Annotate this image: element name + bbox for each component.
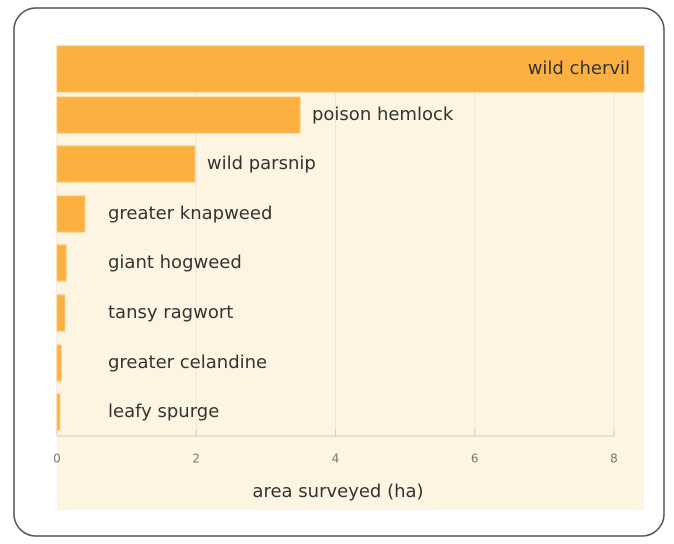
bar xyxy=(56,145,196,183)
bar-label: poison hemlock xyxy=(312,104,454,125)
bar xyxy=(56,294,66,332)
bar xyxy=(56,344,62,382)
bar-label: greater knapweed xyxy=(108,203,272,224)
bar-label: giant hogweed xyxy=(108,252,242,273)
x-tick-label: 8 xyxy=(610,452,618,466)
bar-label: wild parsnip xyxy=(207,153,316,174)
x-tick-label: 2 xyxy=(192,452,200,466)
bar-label: leafy spurge xyxy=(108,401,219,422)
x-tick-label: 4 xyxy=(332,452,340,466)
bar xyxy=(56,195,86,233)
bar-label: tansy ragwort xyxy=(108,302,233,323)
bar xyxy=(56,244,67,282)
bar-label: greater celandine xyxy=(108,352,267,373)
bar-label: wild chervil xyxy=(528,58,630,79)
bar xyxy=(56,45,645,93)
x-axis-title: area surveyed (ha) xyxy=(252,481,423,502)
bar xyxy=(56,96,301,134)
bar xyxy=(56,393,61,431)
x-tick-label: 6 xyxy=(471,452,479,466)
x-tick-label: 0 xyxy=(53,452,61,466)
